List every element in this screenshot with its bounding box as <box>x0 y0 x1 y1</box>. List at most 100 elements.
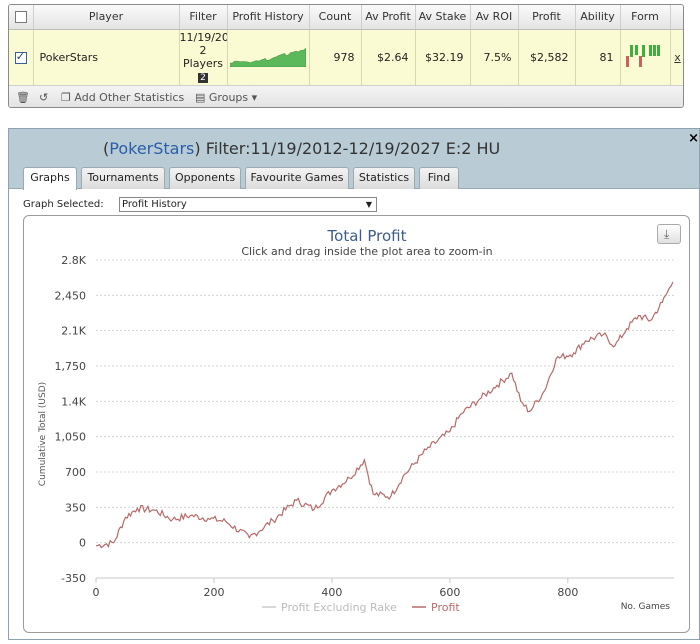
add-statistics-label: Add Other Statistics <box>74 91 185 104</box>
title-site-link[interactable]: PokerStars <box>109 139 195 158</box>
chart-frame: Total Profit Click and drag inside the p… <box>23 215 690 633</box>
column-header-form[interactable]: Form <box>620 5 671 30</box>
column-header-spacer <box>670 5 683 30</box>
groups-label: Groups <box>208 91 249 104</box>
tab-statistics[interactable]: Statistics <box>353 167 415 189</box>
row-checkbox[interactable] <box>14 50 27 64</box>
x-tick-label: 600 <box>439 586 460 599</box>
graph-select-dropdown[interactable]: Profit History ▼ <box>119 197 377 212</box>
select-all-checkbox-cell[interactable] <box>9 5 34 30</box>
count-cell: 978 <box>309 29 362 85</box>
legend-item-profit-excluding-rake[interactable]: Profit Excluding Rake <box>281 601 397 614</box>
column-header-profit-history[interactable]: Profit History <box>227 5 310 30</box>
report-title-bar: (PokerStars) Filter:11/19/2012-12/19/202… <box>9 129 699 167</box>
profit-history-sparkline-cell <box>227 29 310 85</box>
filter-cell[interactable]: 11/19/20 2 Players 2 <box>179 29 228 85</box>
filter-badge: 2 <box>198 73 208 84</box>
stats-panel: Player Filter Profit History Count Av Pr… <box>8 4 684 108</box>
av-stake-cell: $32.19 <box>415 29 471 85</box>
form-win-bar <box>642 44 645 57</box>
title-paren-close: ) <box>194 139 201 158</box>
chart-legend: Profit Excluding Rake Profit <box>262 601 460 614</box>
form-win-bar <box>653 44 656 56</box>
form-win-bar <box>657 44 660 56</box>
graph-selected-label: Graph Selected: <box>23 199 104 210</box>
filter-count: 2 <box>199 44 207 58</box>
tab-favourite-games[interactable]: Favourite Games <box>245 167 349 189</box>
report-title: (PokerStars) Filter:11/19/2012-12/19/202… <box>103 139 500 158</box>
form-loss-bar <box>639 55 642 67</box>
ability-cell: 81 <box>575 29 621 85</box>
table-header-row: Player Filter Profit History Count Av Pr… <box>9 5 683 30</box>
y-tick-label: 0 <box>79 537 86 550</box>
profit-cell: $2,582 <box>518 29 576 85</box>
x-tick-label: 800 <box>557 586 578 599</box>
tab-opponents[interactable]: Opponents <box>169 167 241 189</box>
y-axis-ticks: 2.8K 2,450 2.1K 1,750 1.4K 1,050 700 350 0 -350 <box>55 254 87 585</box>
close-icon[interactable]: × <box>688 131 699 146</box>
player-cell[interactable]: PokerStars <box>33 29 180 85</box>
row-checkbox-cell[interactable] <box>9 29 34 85</box>
filter-date: 11/19/20 <box>179 31 227 45</box>
download-button[interactable]: ⤓ <box>657 224 681 244</box>
stats-table: Player Filter Profit History Count Av Pr… <box>9 5 683 85</box>
profit-chart[interactable]: Total Profit Click and drag inside the p… <box>24 216 689 632</box>
tab-tournaments[interactable]: Tournaments <box>81 167 165 189</box>
x-tick-label: 200 <box>203 586 224 599</box>
select-all-checkbox[interactable] <box>14 11 27 24</box>
chart-subtitle: Click and drag inside the plot area to z… <box>241 245 492 258</box>
tab-find[interactable]: Find <box>419 167 459 189</box>
y-tick-label: 700 <box>65 466 86 479</box>
column-header-count[interactable]: Count <box>309 5 362 30</box>
profit-history-sparkline <box>229 47 307 67</box>
chart-title: Total Profit <box>327 227 407 245</box>
refresh-icon[interactable]: ↺ <box>39 91 49 104</box>
download-icon: ⤓ <box>664 227 670 241</box>
y-tick-label: 1.4K <box>61 395 86 408</box>
graph-select-row: Graph Selected: Profit History ▼ <box>23 197 377 212</box>
y-axis-label: Cumulative Total (USD) <box>38 382 48 486</box>
copy-icon: ❐ <box>61 91 71 104</box>
y-tick-label: 2.8K <box>61 254 86 267</box>
form-loss-bar <box>626 55 629 67</box>
table-row[interactable]: PokerStars 11/19/20 2 Players 2 978 $2.6… <box>9 29 683 85</box>
y-tick-label: 1,050 <box>55 431 87 444</box>
remove-row-link[interactable]: x <box>674 50 681 64</box>
stats-footer-toolbar: 🗑 ↺ ❐ Add Other Statistics ▤ Groups ▾ <box>9 85 683 107</box>
tab-bar: Graphs Tournaments Opponents Favourite G… <box>9 167 699 190</box>
title-filter-text: Filter:11/19/2012-12/19/2027 E:2 HU <box>200 139 501 158</box>
sparkline-area <box>229 47 307 67</box>
trash-icon[interactable]: 🗑 <box>16 91 30 104</box>
y-tick-label: 2,450 <box>55 289 87 302</box>
av-profit-cell: $2.64 <box>361 29 416 85</box>
form-win-bar <box>649 44 652 56</box>
chevron-down-icon: ▾ <box>251 91 258 104</box>
add-statistics-button[interactable]: ❐ Add Other Statistics <box>61 91 184 104</box>
x-tick-label: 0 <box>93 586 100 599</box>
column-header-av-profit[interactable]: Av Profit <box>361 5 416 30</box>
graph-select-value: Profit History <box>122 199 187 210</box>
form-indicator <box>626 44 660 67</box>
x-tick-label: 400 <box>321 586 342 599</box>
form-win-bar <box>630 44 633 57</box>
y-tick-label: 2.1K <box>61 325 86 338</box>
form-cell <box>620 29 671 85</box>
column-header-av-stake[interactable]: Av Stake <box>415 5 471 30</box>
y-tick-label: -350 <box>61 572 86 585</box>
tab-graphs[interactable]: Graphs <box>23 167 77 190</box>
column-header-player[interactable]: Player <box>33 5 180 30</box>
column-header-profit[interactable]: Profit <box>518 5 576 30</box>
av-roi-cell: 7.5% <box>470 29 519 85</box>
chevron-down-icon: ▼ <box>365 200 373 209</box>
filter-players-label: Players <box>183 57 223 71</box>
column-header-av-roi[interactable]: Av ROI <box>470 5 519 30</box>
title-paren-open: ( <box>103 139 110 158</box>
legend-item-profit[interactable]: Profit <box>431 601 460 614</box>
remove-row-cell[interactable]: x <box>670 29 683 85</box>
x-axis-ticks: 0 200 400 600 800 <box>93 577 674 599</box>
groups-icon: ▤ <box>195 91 206 104</box>
y-tick-label: 350 <box>65 501 86 514</box>
groups-dropdown[interactable]: ▤ Groups ▾ <box>195 91 257 104</box>
column-header-ability[interactable]: Ability <box>575 5 621 30</box>
column-header-filter[interactable]: Filter <box>179 5 228 30</box>
